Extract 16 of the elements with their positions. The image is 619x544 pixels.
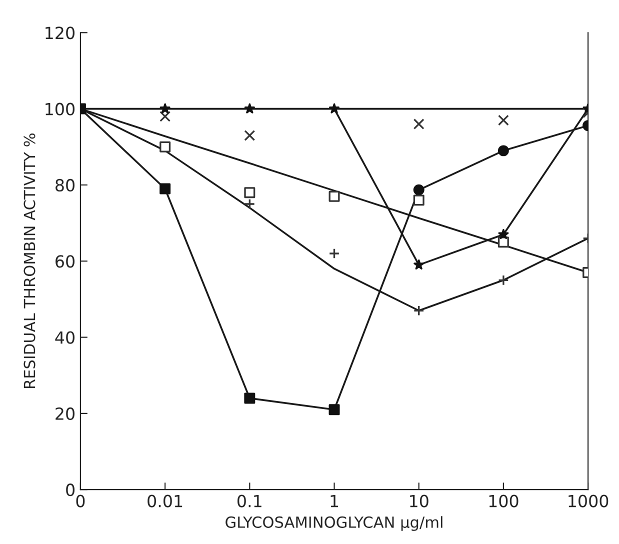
y-tick-label: 100	[46, 102, 74, 116]
y-axis-title: RESIDUAL THROMBIN ACTIVITY %	[24, 134, 36, 388]
x-tick-label: 1000	[568, 494, 608, 508]
x-tick-label: 1	[330, 494, 338, 508]
y-tick-label: 40	[55, 331, 74, 344]
y-tick-label: 80	[56, 178, 74, 192]
x-tick-label: 0	[76, 494, 85, 508]
y-tick-label: 60	[56, 255, 74, 268]
x-tick-label: 0.1	[238, 494, 262, 508]
y-tick-label: 20	[56, 407, 74, 420]
y-tick-label: 0	[66, 484, 74, 496]
x-tick-label: 0.01	[148, 494, 182, 508]
y-tick-label: 120	[46, 26, 74, 40]
x-tick-label: 100	[489, 494, 518, 508]
x-axis-title: GLYCOSAMINOGLYCAN µg/ml	[226, 516, 442, 531]
x-tick-label: 10	[410, 494, 428, 508]
